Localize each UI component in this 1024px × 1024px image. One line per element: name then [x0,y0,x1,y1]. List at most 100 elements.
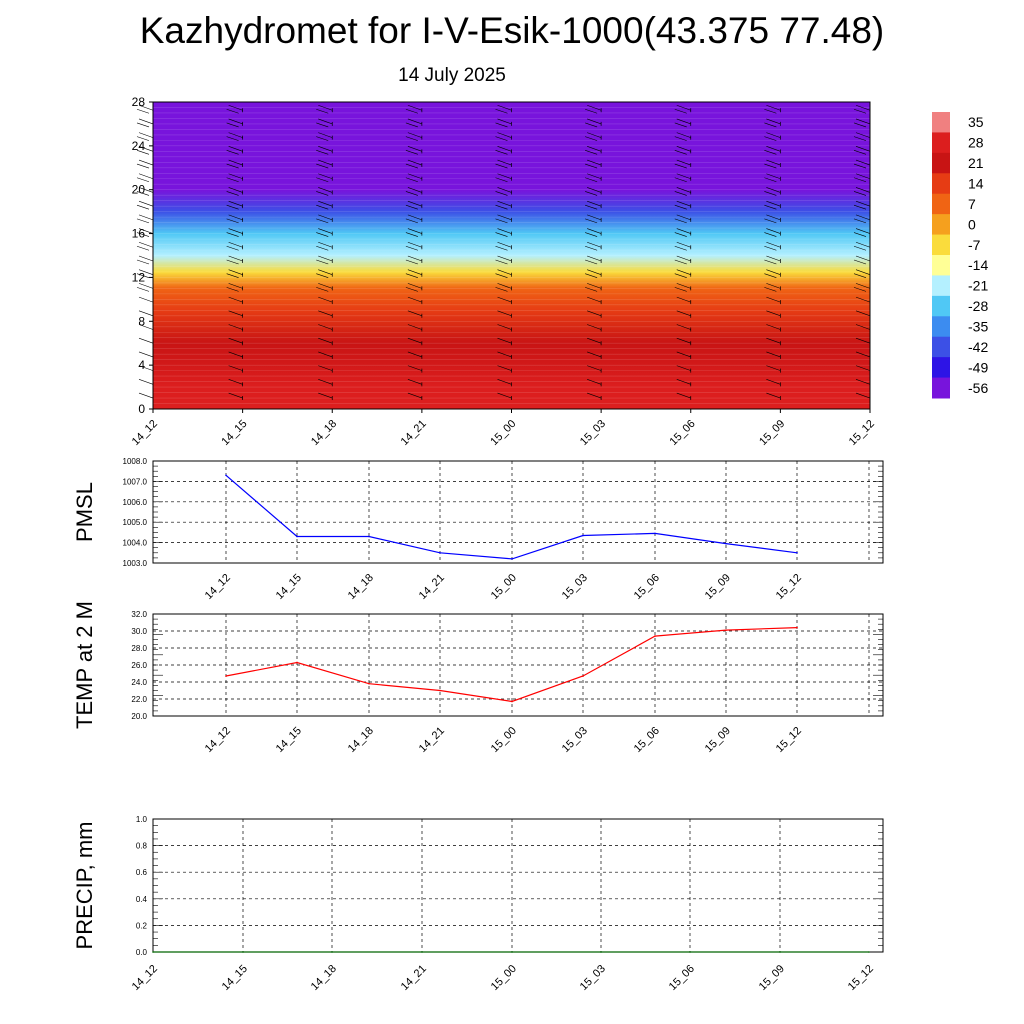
wind-barb-flag [495,163,508,169]
wind-barb-flag [766,146,781,152]
wind-barb-flag [138,324,154,330]
wind-barb-flag [764,287,777,292]
wind-barb-flag [676,255,691,262]
wind-barb-flag [587,146,602,152]
wind-barb-flag [405,163,418,169]
x-tick-label: 14_15 [219,418,249,448]
wind-barb-flag [674,150,687,155]
wind-barb-flag [853,232,867,237]
panel-frame [152,460,884,564]
wind-barb-flag [497,104,512,111]
wind-barb-flag [855,365,871,371]
wind-barb-flag [497,269,512,275]
x-tick-label: 15_09 [757,963,787,993]
panel-frame [152,613,884,717]
data-point [582,675,584,677]
colorbar-label: -7 [968,237,981,253]
wind-barb-flag [587,104,602,111]
wind-barb-flag [138,310,154,317]
wind-barb-flag [405,273,418,278]
wind-barb-flag [407,283,422,289]
wind-barb-flag [407,241,422,248]
x-tick-label: 14_18 [346,572,376,602]
data-point [331,951,333,953]
data-point [654,532,656,535]
wind-barb-flag [676,200,691,207]
wind-barb-flag [587,283,602,289]
wind-barb-flag [407,351,422,358]
x-tick-label: 15_12 [774,572,804,602]
wind-barb-flag [226,218,239,224]
y-tick-label: 1008.0 [123,457,148,466]
wind-barb-flag [318,228,333,234]
wind-barb-flag [136,273,150,278]
colorbar-swatch [932,377,950,399]
x-tick-label: 15_03 [560,725,590,755]
y-tick-label: 22.0 [131,695,147,704]
wind-barb-flag [855,379,871,385]
wind-barb-flag [497,228,512,234]
wind-barb-flag [228,365,243,371]
wind-barb-flag [585,273,598,278]
colorbar-label: 28 [968,135,984,151]
wind-barb-flag [676,241,691,248]
wind-barb-flag [318,392,333,399]
wind-barb-flag [136,287,150,292]
x-tick-label: 14_18 [346,725,376,755]
wind-barb-flag [226,259,239,265]
wind-barb-flag [587,337,602,344]
wind-barb-flag [497,283,512,289]
data-point [296,535,298,538]
wind-barb-flag [138,132,154,138]
colorbar-label: -14 [968,257,988,273]
wind-barb-flag [587,173,602,180]
x-tick-label: 15_00 [489,963,519,993]
x-tick-label: 15_12 [846,963,876,993]
wind-barb-flag [228,104,243,111]
wind-barb-column [585,104,602,401]
wind-barb-flag [587,392,602,399]
wind-barb-flag [855,159,871,166]
wind-barb-flag [676,365,691,371]
wind-barb-flag [138,200,154,207]
y-axis-label: TEMP at 2 M [72,601,97,729]
x-tick-label: 14_12 [203,725,233,755]
wind-barb-flag [316,245,329,251]
wind-barb-flag [228,159,243,166]
wind-barb-flag [676,104,691,111]
wind-barb-flag [226,122,239,128]
wind-barb-flag [497,241,512,248]
wind-barb-flag [855,214,871,221]
wind-barb-flag [226,191,239,196]
wind-barb-column [674,104,692,401]
wind-barb-flag [587,379,602,385]
wind-barb-flag [766,310,781,317]
wind-barb-flag [585,204,598,210]
wind-barb-column [764,104,781,401]
wind-barb-flag [318,118,333,125]
wind-barb-flag [676,187,691,193]
wind-barb-flag [497,159,512,166]
wind-barb-flag [587,310,602,317]
colorbar-label: -35 [968,319,988,335]
wind-barb-flag [138,159,154,166]
colorbar-swatch [932,275,950,297]
wind-barb-flag [764,150,777,155]
wind-barb-flag [497,187,512,193]
wind-barb-flag [855,241,871,248]
wind-barb-flag [676,269,691,275]
y-tick-label: 0.2 [136,921,148,930]
colorbar-swatch [932,112,950,133]
wind-barb-flag [136,245,150,251]
wind-barb-flag [853,122,867,128]
wind-barb-flag [674,122,687,128]
data-point [225,474,227,477]
wind-barb-flag [766,296,781,303]
wind-barb-flag [407,146,422,152]
y-tick-label: 8 [138,314,145,328]
colorbar-label: -49 [968,359,988,375]
wind-barb-flag [676,159,691,166]
wind-barb-flag [766,228,781,234]
wind-barb-flag [318,255,333,262]
data-point [225,675,227,677]
